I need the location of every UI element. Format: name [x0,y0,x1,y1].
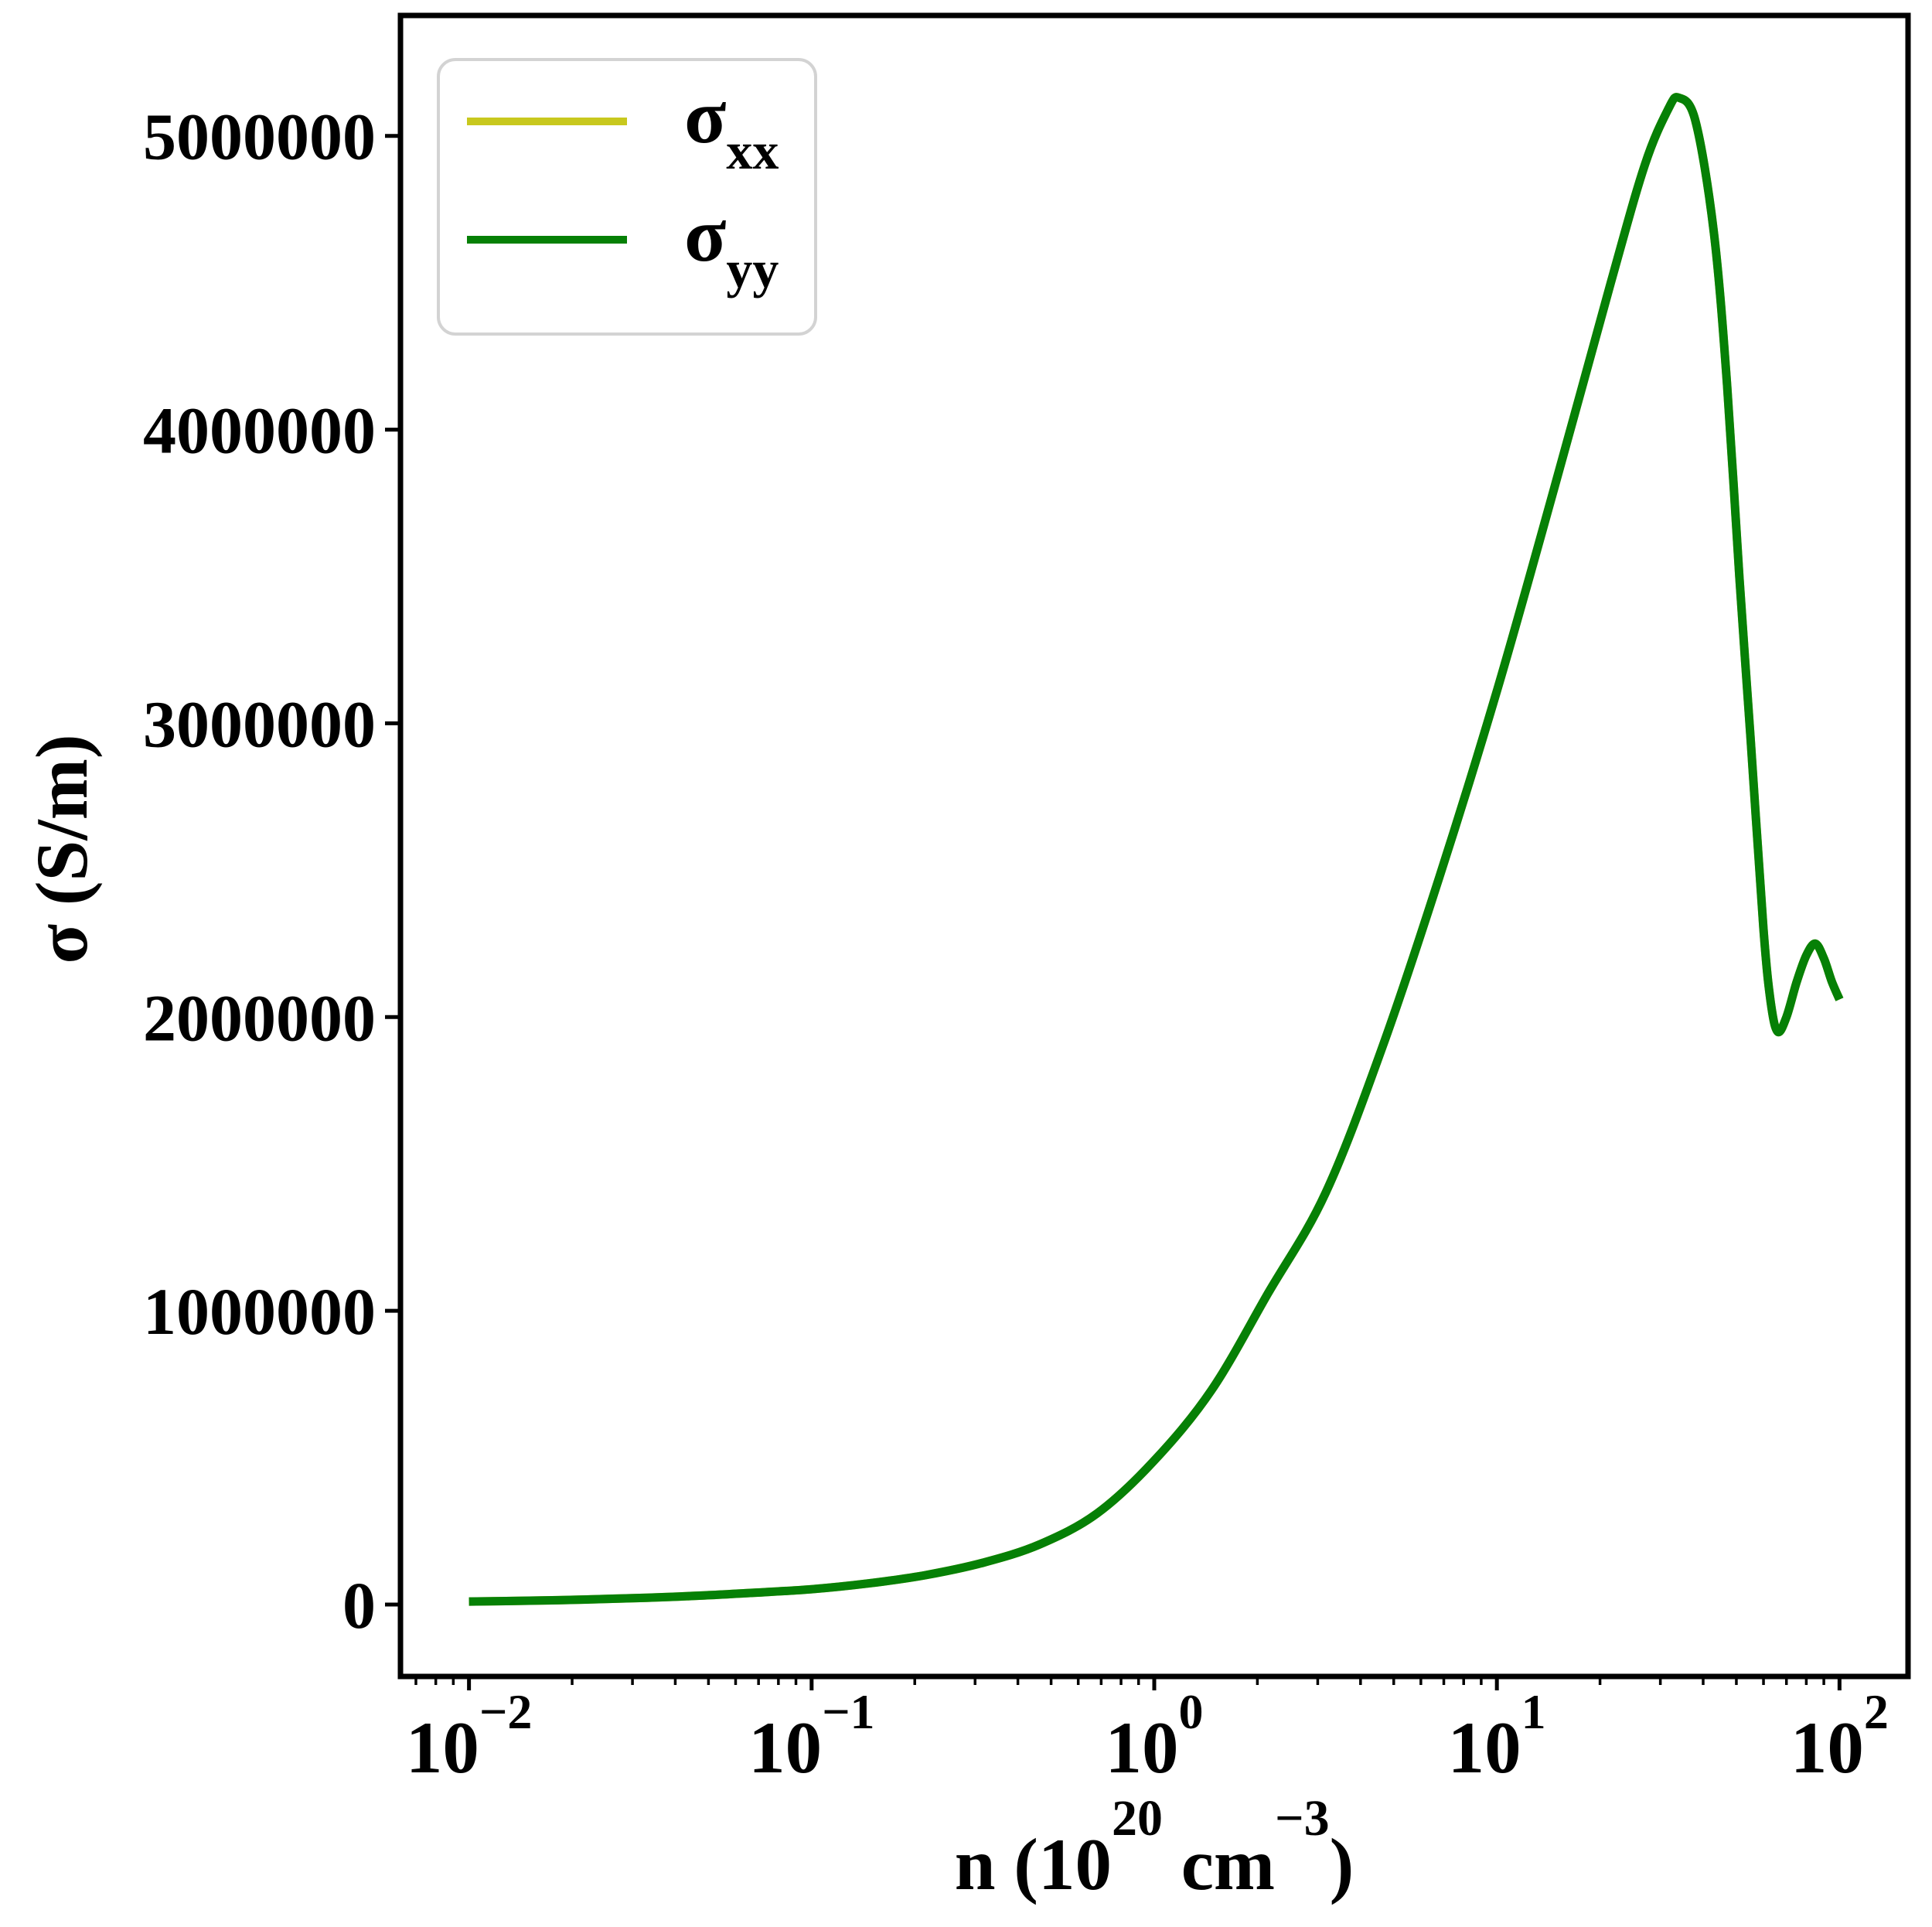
x-tick-label: 102 [1791,1684,1889,1789]
x-axis-label: n (1020 cm−3) [955,1790,1354,1905]
y-tick-labels: 0 1000000 2000000 3000000 4000000 5000000 [143,100,376,1642]
x-tick-label-base: 10 [1791,1707,1864,1789]
x-tick-label: 10−2 [406,1684,532,1789]
x-tick-label-exponent: 1 [1521,1684,1546,1739]
x-axis-label-exponent: 20 [1112,1790,1163,1847]
x-tick-label: 10−1 [748,1684,874,1789]
legend-box [437,58,817,336]
x-tick-labels: 10−2 10−1 100 101 102 [406,1684,1889,1789]
legend: σxx σyy [437,58,817,336]
legend-label-sigma-yy-symbol: σ [684,192,726,278]
x-tick-label-exponent: −2 [479,1684,532,1739]
x-axis-label-mid: cm [1163,1823,1275,1905]
legend-label-sigma-xx-symbol: σ [684,73,726,159]
series-sigma-yy-line [469,93,1844,1606]
y-tick-label: 4000000 [143,394,376,468]
x-axis-label-exponent2: −3 [1275,1790,1330,1847]
legend-label-sigma-yy-subscript: yy [726,240,779,298]
y-axis-label: σ (S/m) [21,734,103,964]
x-tick-label-base: 10 [406,1707,479,1789]
axes-frame [397,12,1911,1680]
x-tick-label-base: 10 [1448,1707,1521,1789]
legend-label-sigma-xx: σxx [684,73,779,180]
y-tick-label: 1000000 [143,1274,376,1349]
x-tick-label-base: 10 [748,1707,822,1789]
legend-label-sigma-yy: σyy [684,192,779,298]
x-tick-label-exponent: −1 [822,1684,874,1739]
x-tick-label-exponent: 0 [1178,1684,1203,1739]
x-axis-label-suffix: ) [1330,1823,1354,1905]
x-tick-label: 101 [1448,1684,1546,1789]
x-axis-label-prefix: n (10 [955,1823,1112,1905]
legend-label-sigma-xx-subscript: xx [726,121,779,180]
y-tick-label: 0 [342,1568,376,1642]
x-tick-label-base: 10 [1105,1707,1178,1789]
y-tick-label: 5000000 [143,100,376,174]
y-tick-label: 3000000 [143,687,376,761]
x-tick-label: 100 [1105,1684,1203,1789]
y-tick-label: 2000000 [143,981,376,1055]
x-tick-label-exponent: 2 [1864,1684,1889,1739]
